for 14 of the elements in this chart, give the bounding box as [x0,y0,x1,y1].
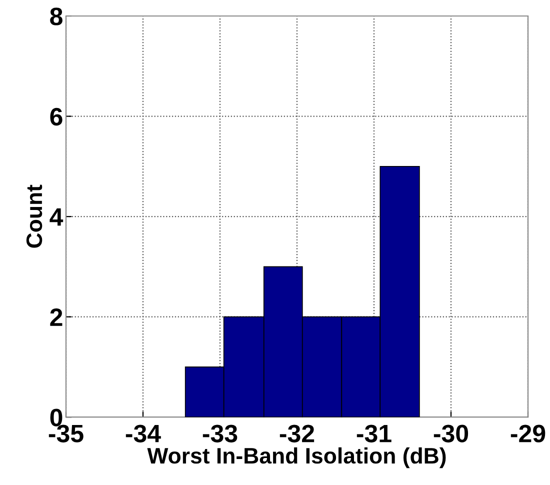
y-tick-label: 6 [50,108,62,126]
x-tick-label: -34 [126,424,161,442]
x-tick-label: -33 [202,424,238,442]
y-tick-label: 8 [50,8,62,26]
y-tick-label: 4 [50,208,64,226]
y-tick-label: 0 [50,408,62,426]
x-tick-label: -30 [434,424,468,442]
x-tick-label: -35 [48,424,84,442]
x-tick-label: -29 [510,424,546,442]
y-axis-title: Count [26,184,42,248]
y-tick-label: 2 [50,308,62,326]
x-tick-label: -32 [280,424,314,442]
x-tick-label: -31 [356,424,392,442]
x-axis-title: Worst In-Band Isolation (dB) [147,447,446,468]
